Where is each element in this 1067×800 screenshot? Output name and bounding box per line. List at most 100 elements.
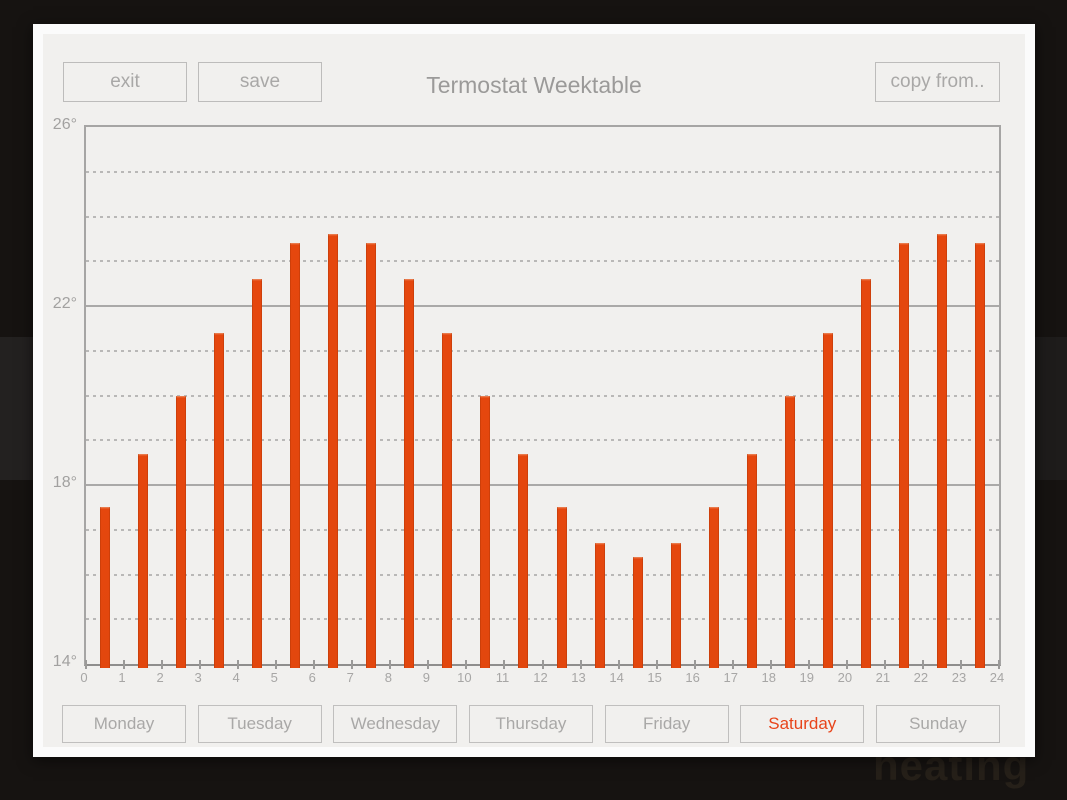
y-tick-label-14: 14° bbox=[52, 653, 77, 670]
minor-gridline-25 bbox=[86, 170, 999, 173]
day-tab-monday[interactable]: Monday bbox=[62, 705, 186, 743]
temp-bar-hour-17[interactable] bbox=[746, 453, 757, 668]
thermostat-weektable-dialog: exit save Termostat Weektable copy from.… bbox=[33, 24, 1035, 757]
temp-bar-hour-13[interactable] bbox=[594, 543, 605, 668]
x-tick-label-11: 11 bbox=[495, 670, 510, 685]
x-tick-label-13: 13 bbox=[571, 670, 586, 685]
background-band-left bbox=[0, 337, 33, 480]
temp-bar-hour-19[interactable] bbox=[822, 332, 833, 668]
temp-bar-hour-7[interactable] bbox=[366, 243, 377, 668]
temp-bar-hour-18[interactable] bbox=[784, 395, 795, 668]
x-tick-label-15: 15 bbox=[647, 670, 662, 685]
temp-bar-hour-16[interactable] bbox=[708, 507, 719, 668]
y-tick-label-22: 22° bbox=[52, 295, 77, 312]
x-tick-label-0: 0 bbox=[80, 670, 88, 685]
temp-bar-hour-22[interactable] bbox=[936, 234, 947, 668]
x-tick-label-2: 2 bbox=[156, 670, 164, 685]
temp-bar-hour-5[interactable] bbox=[290, 243, 301, 668]
x-tick-4 bbox=[237, 660, 240, 669]
temp-bar-hour-15[interactable] bbox=[670, 543, 681, 668]
minor-gridline-23 bbox=[86, 260, 999, 263]
minor-gridline-24 bbox=[86, 215, 999, 218]
x-tick-label-20: 20 bbox=[837, 670, 853, 685]
minor-gridline-17 bbox=[86, 528, 999, 531]
x-tick-19 bbox=[807, 660, 810, 669]
x-tick-0 bbox=[85, 660, 87, 669]
x-tick-label-5: 5 bbox=[270, 670, 278, 685]
x-tick-1 bbox=[123, 660, 126, 669]
x-tick-21 bbox=[883, 660, 886, 669]
temp-bar-hour-1[interactable] bbox=[138, 453, 149, 668]
x-tick-label-3: 3 bbox=[194, 670, 202, 685]
x-tick-3 bbox=[199, 660, 202, 669]
x-tick-label-17: 17 bbox=[723, 670, 738, 685]
x-tick-label-9: 9 bbox=[422, 670, 430, 685]
x-tick-17 bbox=[731, 660, 734, 669]
x-tick-label-12: 12 bbox=[533, 670, 548, 685]
x-tick-18 bbox=[769, 660, 772, 669]
x-tick-6 bbox=[313, 660, 316, 669]
x-tick-label-18: 18 bbox=[761, 670, 776, 685]
save-button[interactable]: save bbox=[198, 62, 322, 102]
x-tick-8 bbox=[389, 660, 392, 669]
background-band-right bbox=[1035, 337, 1067, 480]
x-tick-label-21: 21 bbox=[875, 670, 891, 685]
minor-gridline-21 bbox=[86, 349, 999, 352]
y-tick-label-26: 26° bbox=[52, 116, 77, 133]
temp-bar-hour-3[interactable] bbox=[214, 332, 225, 668]
temp-bar-hour-21[interactable] bbox=[898, 243, 909, 668]
x-tick-label-16: 16 bbox=[685, 670, 700, 685]
x-tick-10 bbox=[465, 660, 468, 669]
x-tick-5 bbox=[275, 660, 278, 669]
copy-from-button[interactable]: copy from.. bbox=[875, 62, 1000, 102]
x-tick-label-24: 24 bbox=[989, 670, 1005, 685]
x-tick-15 bbox=[655, 660, 658, 669]
x-tick-label-6: 6 bbox=[308, 670, 316, 685]
x-tick-label-8: 8 bbox=[384, 670, 392, 685]
x-tick-11 bbox=[503, 660, 506, 669]
exit-button[interactable]: exit bbox=[63, 62, 187, 102]
temp-bar-hour-2[interactable] bbox=[176, 395, 187, 668]
x-tick-label-1: 1 bbox=[118, 670, 126, 685]
y-tick-label-18: 18° bbox=[52, 474, 77, 491]
day-tab-tuesday[interactable]: Tuesday bbox=[197, 705, 322, 743]
temp-bar-hour-11[interactable] bbox=[518, 453, 529, 668]
temp-bar-hour-23[interactable] bbox=[974, 243, 985, 668]
x-tick-9 bbox=[427, 660, 430, 669]
temp-bar-hour-10[interactable] bbox=[480, 395, 491, 668]
x-tick-label-19: 19 bbox=[799, 670, 815, 685]
temp-bar-hour-8[interactable] bbox=[404, 279, 415, 668]
temp-bar-hour-9[interactable] bbox=[442, 332, 453, 668]
minor-gridline-19 bbox=[86, 439, 999, 442]
day-tab-friday[interactable]: Friday bbox=[604, 705, 729, 743]
x-tick-22 bbox=[921, 660, 924, 669]
day-tab-thursday[interactable]: Thursday bbox=[468, 705, 593, 743]
minor-gridline-15 bbox=[86, 618, 999, 621]
x-tick-16 bbox=[693, 660, 696, 669]
day-tab-wednesday[interactable]: Wednesday bbox=[333, 705, 458, 743]
x-tick-7 bbox=[351, 660, 354, 669]
temperature-chart-plot-area bbox=[84, 125, 1001, 669]
temp-bar-hour-12[interactable] bbox=[556, 507, 567, 668]
page-title: Termostat Weektable bbox=[426, 72, 642, 98]
x-tick-14 bbox=[617, 660, 620, 669]
temp-bar-hour-14[interactable] bbox=[632, 556, 643, 668]
x-tick-20 bbox=[845, 660, 848, 669]
temp-bar-hour-4[interactable] bbox=[252, 279, 263, 668]
temp-bar-hour-6[interactable] bbox=[328, 234, 339, 668]
x-tick-label-4: 4 bbox=[232, 670, 240, 685]
x-tick-2 bbox=[161, 660, 164, 669]
temp-bar-hour-0[interactable] bbox=[100, 507, 111, 668]
day-tabs: Monday Tuesday Wednesday Thursday Friday Satu… bbox=[62, 705, 1000, 743]
minor-gridline-20 bbox=[86, 394, 999, 397]
x-tick-label-10: 10 bbox=[457, 670, 472, 685]
x-tick-label-14: 14 bbox=[609, 670, 624, 685]
x-tick-label-7: 7 bbox=[346, 670, 354, 685]
major-gridline-18 bbox=[86, 484, 999, 486]
x-tick-label-23: 23 bbox=[951, 670, 967, 685]
day-tab-saturday[interactable]: Saturday bbox=[740, 705, 865, 743]
x-tick-23 bbox=[959, 660, 962, 669]
temp-bar-hour-20[interactable] bbox=[860, 279, 871, 668]
day-tab-sunday[interactable]: Sunday bbox=[875, 705, 1000, 743]
